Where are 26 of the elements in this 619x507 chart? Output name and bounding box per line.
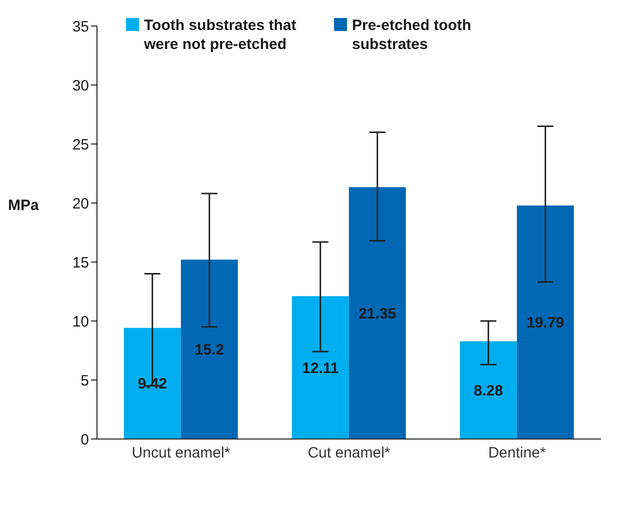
y-tick-label: 30	[72, 77, 89, 94]
data-label: 12.11	[302, 360, 339, 377]
bar	[180, 260, 238, 439]
data-label: 19.79	[526, 314, 564, 332]
bar	[516, 205, 574, 439]
bar	[348, 187, 406, 439]
y-tick-label: 5	[80, 372, 89, 390]
y-tick-label: 35	[72, 18, 89, 36]
data-label: 8.28	[474, 382, 503, 400]
data-label: 9.42	[138, 376, 167, 393]
y-tick-label: 25	[72, 136, 89, 154]
data-label: 21.35	[358, 305, 396, 322]
bar	[292, 296, 349, 439]
bar	[124, 328, 181, 439]
data-label: 15.2	[194, 342, 224, 359]
legend-label: Pre-etched tooth substrates	[352, 16, 472, 54]
bar	[460, 341, 517, 439]
x-tick-label: Uncut enamel*	[132, 444, 230, 462]
y-axis-title: MPa	[8, 196, 40, 214]
x-tick-label: Cut enamel*	[308, 444, 390, 462]
x-tick-label: Dentine*	[488, 444, 546, 462]
y-tick-label: 20	[72, 195, 89, 212]
y-tick-label: 10	[72, 313, 89, 330]
legend-label: Tooth substrates that were not pre-etched	[144, 16, 298, 54]
y-tick-label: 15	[72, 254, 89, 272]
y-tick-label: 0	[80, 431, 89, 448]
